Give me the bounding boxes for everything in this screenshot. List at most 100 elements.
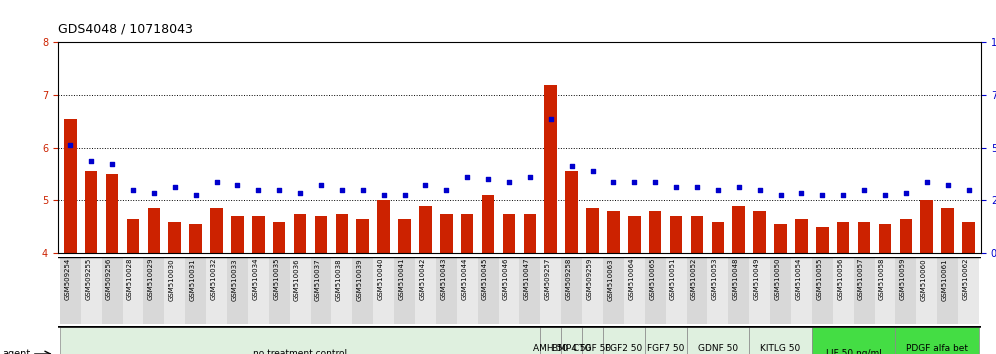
Text: KITLG 50
ng/ml: KITLG 50 ng/ml <box>760 344 801 354</box>
Bar <box>377 200 389 253</box>
Bar <box>499 257 520 324</box>
Bar <box>210 209 223 253</box>
Bar <box>311 257 332 324</box>
Point <box>501 179 517 185</box>
Text: GSM509254: GSM509254 <box>65 258 71 300</box>
Bar <box>231 216 244 253</box>
Bar <box>482 195 494 253</box>
Point <box>564 164 580 169</box>
Bar <box>895 257 916 324</box>
Point <box>375 192 391 198</box>
Bar <box>336 213 349 253</box>
Bar <box>728 257 749 324</box>
Bar <box>147 209 160 253</box>
Text: GSM510031: GSM510031 <box>189 258 195 301</box>
Bar <box>353 257 374 324</box>
Text: PDGF alfa bet
a hd 50 ng/ml: PDGF alfa bet a hd 50 ng/ml <box>905 344 969 354</box>
Text: GSM510063: GSM510063 <box>608 258 614 301</box>
Point <box>84 158 100 164</box>
Bar <box>895 327 979 354</box>
Bar <box>357 219 369 253</box>
Bar <box>189 224 202 253</box>
Bar <box>248 257 269 324</box>
Text: GSM509256: GSM509256 <box>107 258 113 301</box>
Bar <box>582 257 603 324</box>
Point <box>396 192 412 198</box>
Bar <box>561 257 582 324</box>
Text: GSM510059: GSM510059 <box>899 258 905 301</box>
Text: GSM510045: GSM510045 <box>482 258 488 301</box>
Text: GDS4048 / 10718043: GDS4048 / 10718043 <box>58 22 192 35</box>
Bar <box>106 174 119 253</box>
Text: CTGF 50
ng/ml: CTGF 50 ng/ml <box>574 344 612 354</box>
Bar <box>962 222 975 253</box>
Text: GSM510048: GSM510048 <box>733 258 739 301</box>
Bar <box>540 327 561 354</box>
Bar <box>665 257 686 324</box>
Bar <box>608 211 620 253</box>
Bar <box>206 257 227 324</box>
Bar <box>64 119 77 253</box>
Point <box>731 184 747 190</box>
Bar <box>770 257 791 324</box>
Bar <box>394 257 415 324</box>
Text: FGF2 50
ng/ml: FGF2 50 ng/ml <box>606 344 642 354</box>
Bar <box>269 257 290 324</box>
Point <box>334 187 350 193</box>
Text: no treatment control: no treatment control <box>253 349 348 354</box>
Bar <box>315 216 328 253</box>
Bar <box>749 257 770 324</box>
Bar <box>540 257 561 324</box>
Bar <box>227 257 248 324</box>
Point <box>522 174 538 179</box>
Bar <box>85 171 98 253</box>
Point <box>480 177 496 182</box>
Bar <box>587 209 599 253</box>
Text: GSM510038: GSM510038 <box>336 258 342 301</box>
Bar <box>290 257 311 324</box>
Point <box>773 192 789 198</box>
Bar <box>837 222 850 253</box>
Bar <box>628 216 640 253</box>
Bar <box>168 222 181 253</box>
Bar <box>812 327 895 354</box>
Bar <box>874 257 895 324</box>
Text: GSM510033: GSM510033 <box>231 258 237 301</box>
Text: GSM510028: GSM510028 <box>126 258 133 301</box>
Text: GSM510047: GSM510047 <box>524 258 530 301</box>
Bar <box>644 257 665 324</box>
Bar <box>791 257 812 324</box>
Text: GSM509258: GSM509258 <box>566 258 572 301</box>
Point <box>815 192 831 198</box>
Text: GSM510030: GSM510030 <box>168 258 174 301</box>
Bar <box>478 257 499 324</box>
Bar <box>143 257 164 324</box>
Text: LIF 50 ng/ml: LIF 50 ng/ml <box>826 349 881 354</box>
Bar <box>670 216 682 253</box>
Text: GSM510044: GSM510044 <box>461 258 467 301</box>
Bar <box>812 257 833 324</box>
Point <box>647 179 663 185</box>
Point <box>585 169 601 174</box>
Bar <box>294 213 307 253</box>
Point <box>313 182 329 188</box>
Text: GSM510064: GSM510064 <box>628 258 634 301</box>
Bar <box>920 200 933 253</box>
Bar <box>440 213 452 253</box>
Bar <box>273 222 286 253</box>
Bar <box>123 257 143 324</box>
Text: GDNF 50
ng/ml: GDNF 50 ng/ml <box>698 344 738 354</box>
Text: GSM510056: GSM510056 <box>838 258 844 301</box>
Bar <box>332 257 353 324</box>
Bar <box>732 206 745 253</box>
Bar <box>899 219 912 253</box>
Text: GSM510029: GSM510029 <box>147 258 153 301</box>
Bar <box>603 257 623 324</box>
Text: BMP4 50
ng/ml: BMP4 50 ng/ml <box>552 344 592 354</box>
Point <box>897 190 913 195</box>
Bar <box>582 327 603 354</box>
Text: GSM510037: GSM510037 <box>315 258 321 301</box>
Bar <box>937 257 958 324</box>
Bar <box>81 257 102 324</box>
Text: GSM510041: GSM510041 <box>398 258 404 301</box>
